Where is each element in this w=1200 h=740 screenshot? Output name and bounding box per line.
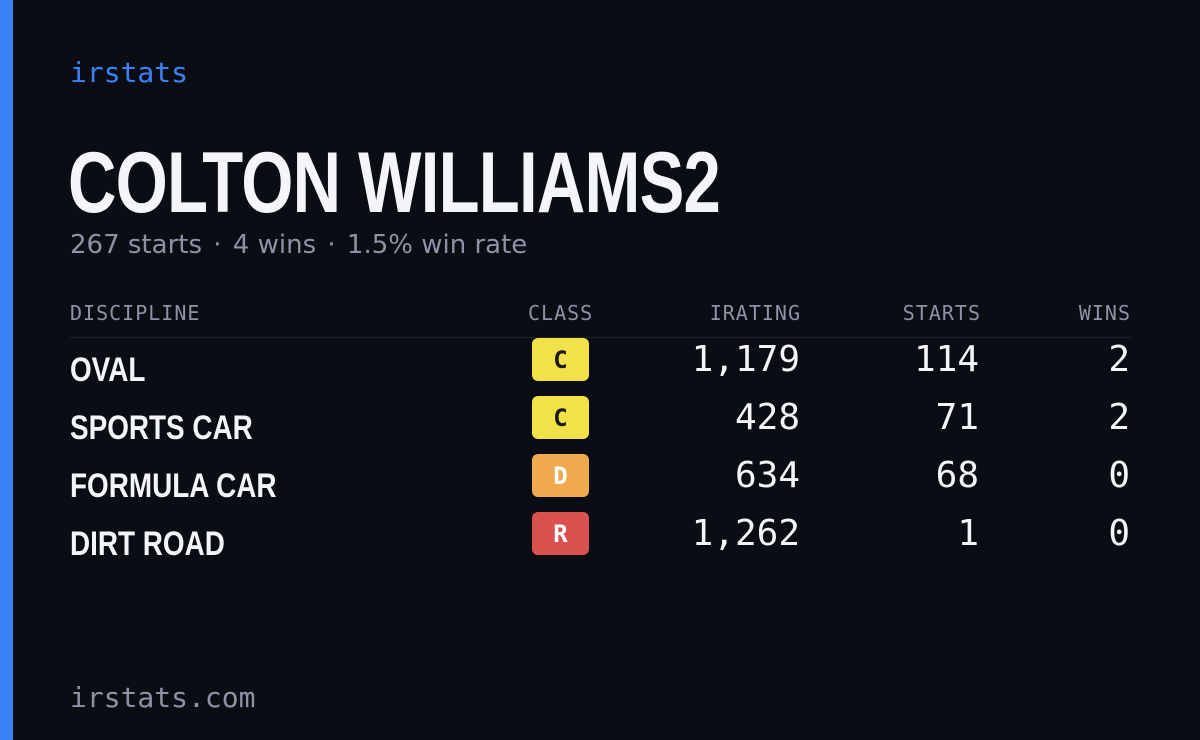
irating-value: 1,262 (691, 513, 800, 554)
starts-value: 1 (957, 513, 979, 554)
wins-value: 0 (1108, 455, 1130, 496)
starts-value: 71 (935, 397, 979, 438)
license-class-badge: D (532, 454, 589, 497)
wins-value: 2 (1108, 339, 1130, 380)
header-irating: IRATING (709, 301, 801, 325)
license-class-badge: C (532, 396, 589, 439)
driver-name: COLTON WILLIAMS2 (68, 135, 721, 231)
win-rate-summary: 1.5% win rate (346, 230, 528, 260)
header-discipline: DISCIPLINE (70, 301, 201, 325)
starts-value: 114 (913, 339, 979, 380)
brand-logo: irstats (70, 56, 189, 89)
license-class-badge: R (532, 512, 589, 555)
discipline-label: OVAL (70, 351, 146, 389)
header-starts: STARTS (902, 301, 981, 325)
discipline-label: SPORTS CAR (70, 409, 253, 447)
table-row: SPORTS CAR C 428 71 2 (70, 396, 1131, 454)
table-row: OVAL C 1,179 114 2 (70, 338, 1131, 396)
wins-value: 0 (1108, 513, 1130, 554)
footer-domain: irstats.com (70, 681, 256, 714)
summary-separator: · (213, 230, 222, 260)
irating-value: 634 (734, 455, 800, 496)
wins-summary: 4 wins (232, 230, 317, 260)
table-header: DISCIPLINE CLASS IRATING STARTS WINS (70, 296, 1131, 338)
table-row: DIRT ROAD R 1,262 1 0 (70, 512, 1131, 570)
table-row: FORMULA CAR D 634 68 0 (70, 454, 1131, 512)
header-wins: WINS (1078, 301, 1131, 325)
accent-bar (0, 0, 13, 740)
starts-summary: 267 starts (70, 230, 202, 260)
driver-summary: 267 starts · 4 wins · 1.5% win rate (70, 227, 527, 263)
discipline-label: FORMULA CAR (70, 467, 277, 505)
irating-value: 428 (734, 397, 800, 438)
discipline-label: DIRT ROAD (70, 525, 225, 563)
header-class: CLASS (528, 301, 594, 325)
wins-value: 2 (1108, 397, 1130, 438)
license-class-badge: C (532, 338, 589, 381)
irating-value: 1,179 (691, 339, 800, 380)
summary-separator: · (327, 230, 336, 260)
discipline-table: DISCIPLINE CLASS IRATING STARTS WINS OVA… (70, 296, 1131, 570)
starts-value: 68 (935, 455, 979, 496)
